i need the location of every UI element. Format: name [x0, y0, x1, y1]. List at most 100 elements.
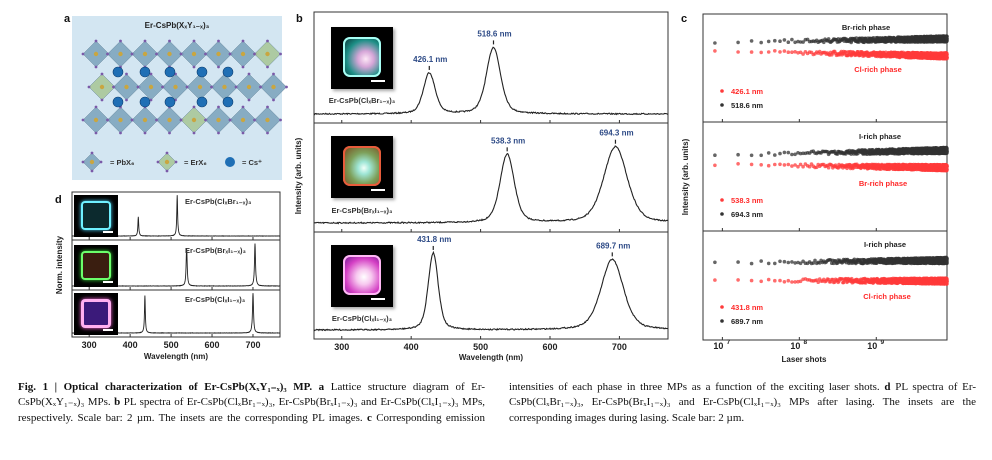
pb-atom	[142, 117, 148, 123]
data-point	[778, 39, 782, 43]
halide-atom	[266, 65, 269, 69]
data-point	[749, 153, 754, 158]
halide-atom	[156, 160, 160, 164]
halide-atom	[100, 72, 104, 76]
legend-marker	[720, 212, 724, 216]
cs-atom	[222, 96, 234, 108]
data-point	[759, 40, 763, 45]
data-point	[782, 163, 787, 167]
cs-atom	[222, 66, 234, 78]
halide-atom	[228, 52, 232, 56]
data-point	[786, 50, 791, 54]
halide-atom	[100, 98, 104, 102]
pb-atom	[89, 159, 95, 165]
pb-atom	[265, 51, 270, 57]
sample-label: Er-CsPb(ClₓBr₁₋ₓ)₃	[329, 96, 396, 105]
halide-atom	[272, 98, 275, 102]
pb-atom	[271, 84, 276, 90]
cs-atom	[112, 66, 124, 78]
halide-atom	[204, 52, 207, 56]
halide-atom	[192, 105, 196, 109]
halide-atom	[192, 39, 196, 43]
halide-atom	[217, 105, 220, 109]
panel-label-b: b	[296, 13, 303, 25]
lattice-diagram	[72, 16, 288, 180]
halide-atom	[130, 118, 134, 122]
peak-label: 689.7 nm	[596, 241, 630, 250]
data-point	[736, 162, 740, 166]
data-point	[749, 39, 754, 43]
data-point	[773, 38, 777, 43]
peak-label: 431.8 nm	[417, 235, 451, 244]
data-point	[945, 167, 949, 172]
data-point	[793, 50, 797, 54]
halide-atom	[234, 85, 238, 89]
data-point	[778, 278, 782, 283]
pb-atom	[240, 51, 246, 57]
data-point	[778, 50, 782, 54]
data-point	[713, 41, 717, 45]
halide-atom	[228, 118, 232, 122]
spectrum-line	[313, 46, 669, 116]
data-point	[749, 278, 754, 283]
data-point	[773, 153, 777, 157]
halide-atom	[161, 85, 164, 89]
cs-atom	[112, 96, 124, 108]
data-point	[759, 163, 763, 167]
data-point	[790, 164, 794, 168]
halide-atom	[136, 85, 140, 89]
data-point	[713, 163, 717, 168]
pb-atom	[99, 84, 105, 90]
halide-atom	[143, 131, 147, 135]
data-point	[736, 152, 740, 157]
halide-atom	[285, 85, 288, 89]
halide-atom	[179, 52, 183, 56]
pb-atom	[164, 159, 170, 165]
peak-label: 518.6 nm	[477, 29, 511, 38]
data-point	[790, 152, 794, 157]
halide-atom	[106, 118, 109, 122]
halide-atom	[279, 118, 282, 122]
halide-atom	[119, 131, 122, 135]
legend-label: 538.3 nm	[731, 196, 763, 205]
data-point	[945, 39, 949, 43]
data-point	[736, 40, 740, 45]
halide-atom	[119, 39, 122, 43]
halide-atom	[155, 118, 158, 122]
legend-pbx6: = PbX₆	[110, 158, 134, 167]
halide-atom	[247, 72, 251, 76]
lattice-title: Er-CsPb(XₓY₁₋ₓ)₃	[145, 21, 210, 30]
legend-marker	[720, 89, 724, 93]
halide-atom	[266, 131, 269, 135]
halide-atom	[94, 131, 98, 135]
halide-atom	[266, 105, 269, 109]
pb-atom	[118, 117, 123, 123]
data-point	[801, 40, 805, 44]
data-point	[786, 162, 791, 167]
halide-atom	[87, 85, 91, 89]
data-point	[766, 277, 771, 282]
pb-atom	[222, 84, 227, 90]
halide-atom	[259, 85, 262, 89]
pb-atom	[191, 51, 197, 57]
plot-frame	[702, 13, 948, 341]
cs-atom	[164, 66, 176, 78]
halide-atom	[241, 131, 245, 135]
halide-atom	[241, 65, 245, 69]
x-tick-label: 700	[612, 342, 627, 352]
legend-label: 426.1 nm	[731, 87, 763, 96]
pb-atom	[118, 51, 123, 57]
pb-atom	[216, 117, 221, 123]
data-point	[798, 50, 803, 55]
sample-label: Er-CsPb(BrₓI₁₋ₓ)₃	[331, 206, 393, 215]
data-point	[801, 52, 805, 56]
data-point	[713, 153, 717, 157]
halide-atom	[149, 72, 153, 76]
data-point	[778, 162, 782, 167]
phase-label: Br-rich phase	[842, 23, 890, 32]
halide-atom	[165, 151, 169, 155]
legend-marker	[720, 103, 724, 107]
data-point	[782, 38, 787, 42]
